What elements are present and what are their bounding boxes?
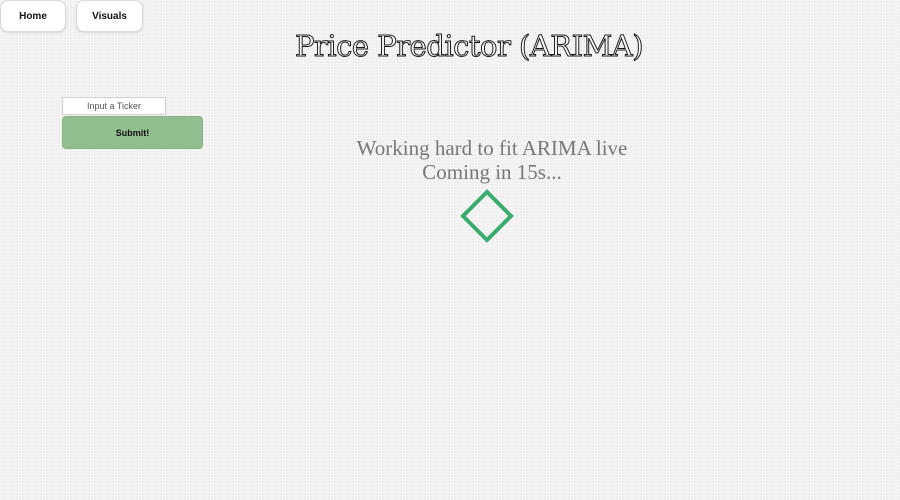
diamond-spinner-icon	[460, 189, 514, 243]
home-nav-button[interactable]: Home	[0, 0, 66, 32]
visuals-nav-button[interactable]: Visuals	[76, 0, 143, 32]
page-title: Price Predictor (ARIMA)	[294, 29, 644, 64]
loading-status-text: Working hard to fit ARIMA live	[356, 136, 628, 160]
ticker-input[interactable]	[62, 97, 166, 115]
submit-button[interactable]: Submit!	[62, 116, 203, 149]
loading-eta-text: Coming in 15s...	[422, 160, 562, 184]
